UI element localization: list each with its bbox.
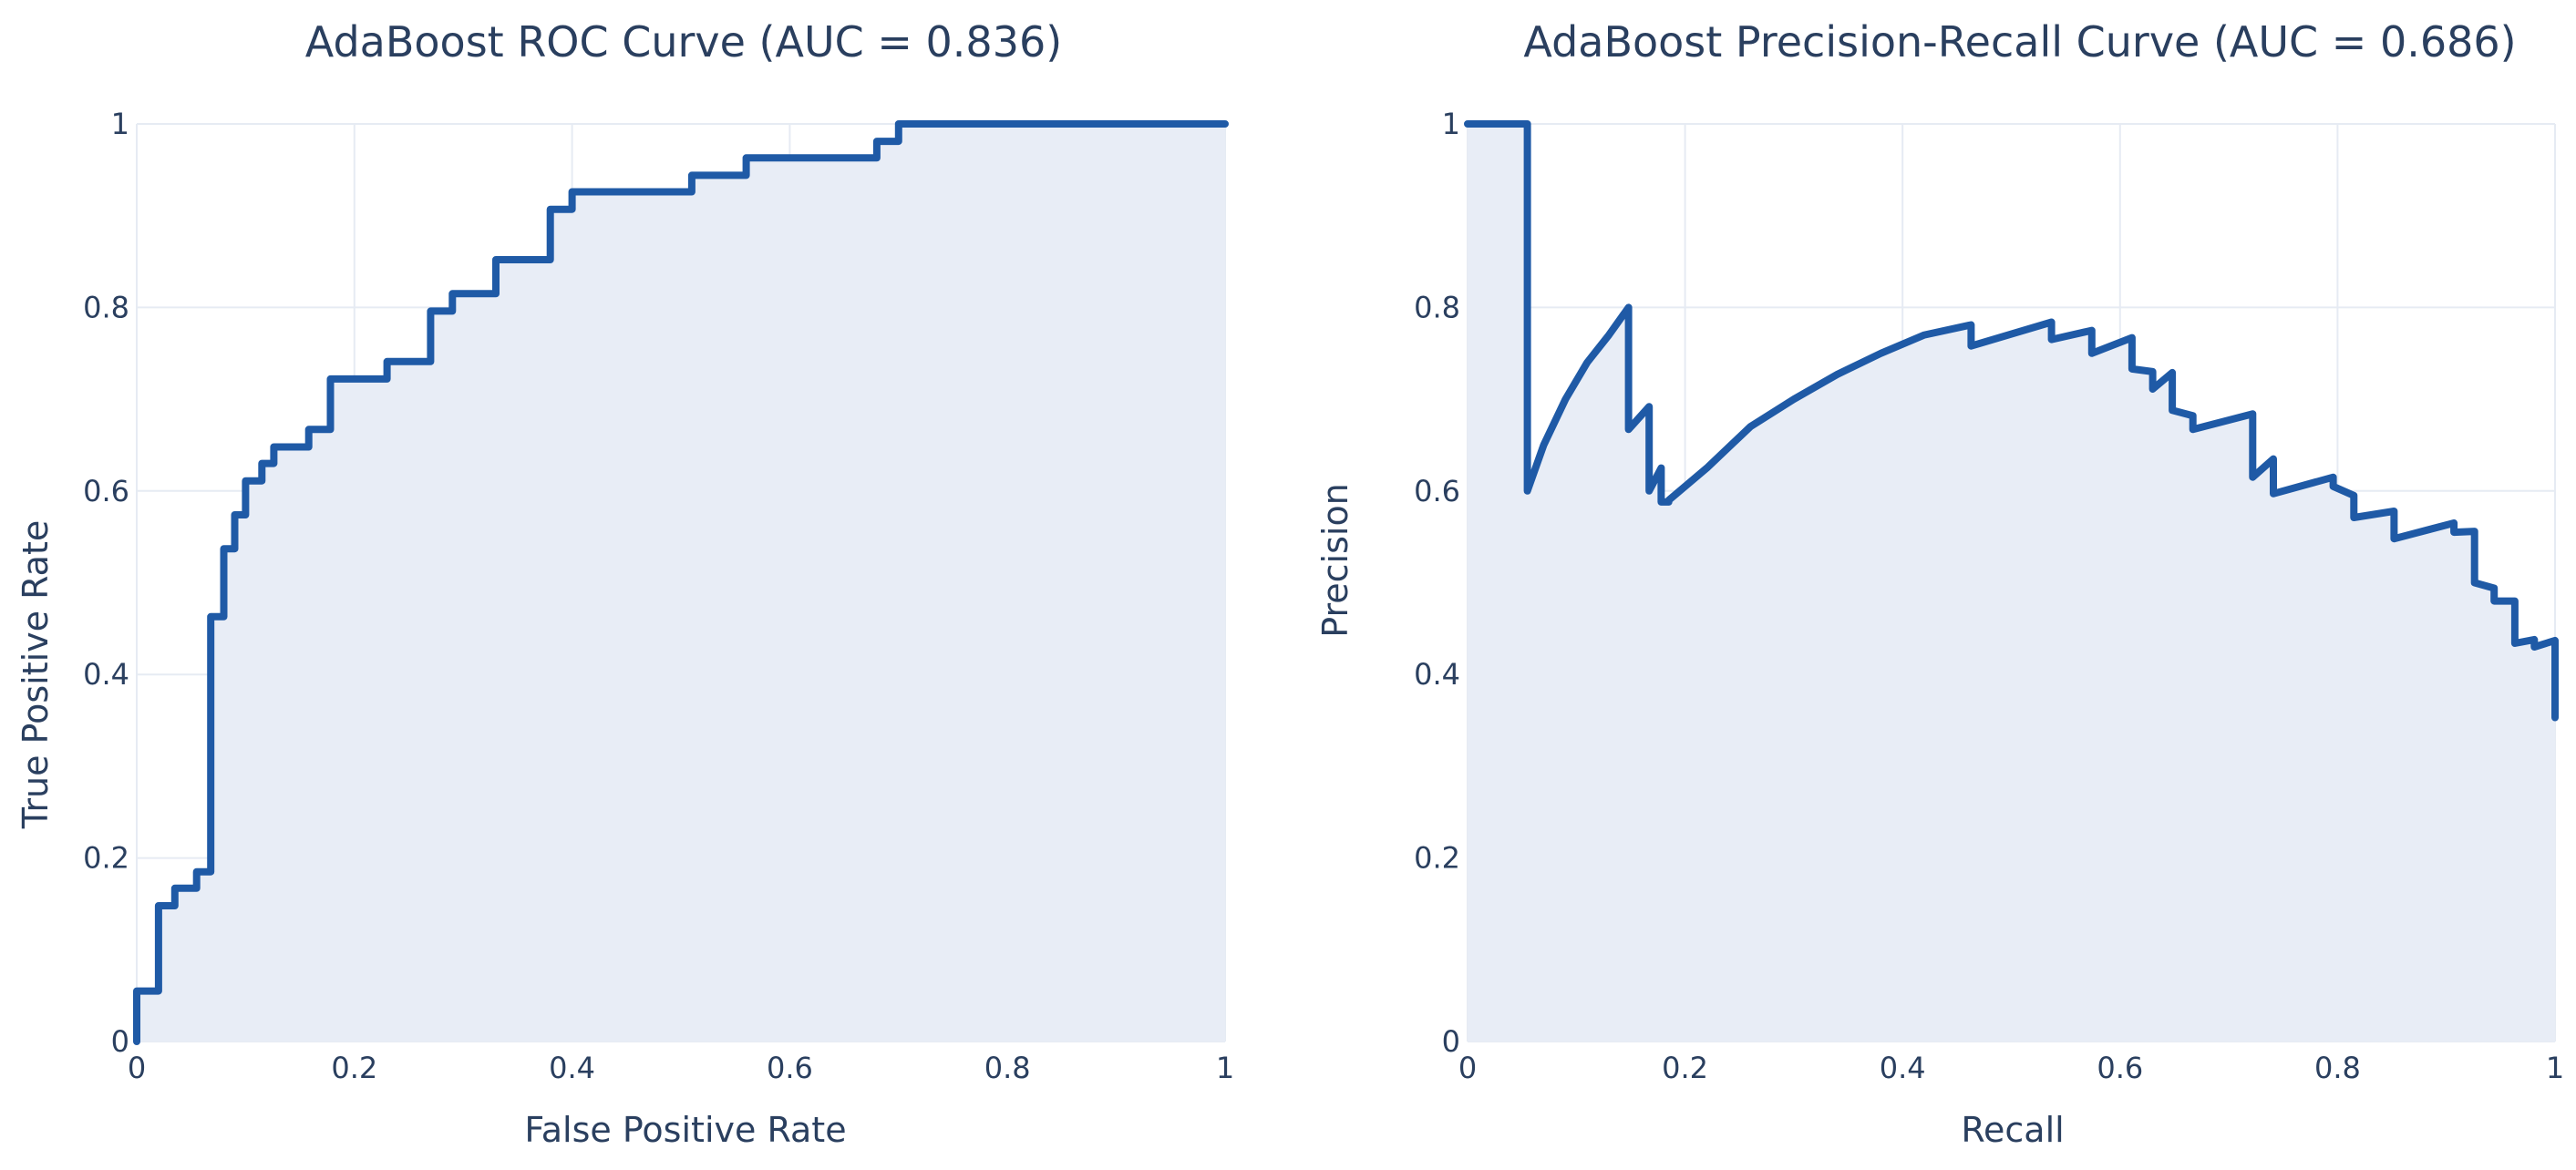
pr-y-tick-label: 0.4	[1414, 657, 1460, 692]
roc-y-tick-label: 0.6	[83, 474, 129, 508]
pr-y-axis-label: Precision	[1315, 483, 1355, 638]
pr-y-ticks: 0 0.2 0.4 0.6 0.8 1	[1414, 107, 1460, 1059]
roc-x-tick-label: 0.6	[767, 1051, 813, 1085]
roc-x-tick-label: 1	[1216, 1051, 1234, 1085]
roc-title: AdaBoost ROC Curve (AUC = 0.836)	[305, 17, 1062, 67]
roc-x-tick-label: 0.4	[549, 1051, 595, 1085]
pr-y-tick-label: 0.8	[1414, 290, 1460, 324]
pr-x-tick-label: 0.8	[2314, 1051, 2361, 1085]
roc-x-tick-label: 0.2	[331, 1051, 377, 1085]
pr-x-tick-label: 0.4	[1880, 1051, 1926, 1085]
pr-curve-line	[1464, 120, 2559, 722]
pr-x-tick-label: 0.2	[1662, 1051, 1708, 1085]
pr-y-tick-label: 0.2	[1414, 841, 1460, 876]
roc-chart: AdaBoost ROC Curve (AUC = 0.836) 0 0.2 0.4…	[15, 17, 1234, 1150]
pr-x-tick-label: 0.6	[2097, 1051, 2143, 1085]
pr-title: AdaBoost Precision-Recall Curve (AUC = 0…	[1523, 17, 2516, 67]
roc-x-tick-label: 0.8	[984, 1051, 1031, 1085]
pr-area	[1468, 124, 2555, 1042]
roc-curve-line	[133, 120, 1229, 1045]
roc-x-ticks: 0 0.2 0.4 0.6 0.8 1	[128, 1051, 1234, 1085]
roc-y-tick-label: 0	[111, 1024, 129, 1059]
pr-chart: AdaBoost Precision-Recall Curve (AUC = 0…	[1315, 17, 2564, 1150]
roc-y-axis-label: True Positive Rate	[15, 520, 56, 830]
roc-y-ticks: 0 0.2 0.4 0.6 0.8 1	[83, 107, 129, 1059]
roc-area	[137, 124, 1225, 1042]
roc-y-tick-label: 1	[111, 107, 129, 141]
pr-y-tick-label: 0	[1442, 1024, 1460, 1059]
roc-y-tick-label: 0.4	[83, 657, 129, 692]
pr-x-tick-label: 1	[2546, 1051, 2564, 1085]
pr-x-axis-label: Recall	[1961, 1110, 2064, 1150]
roc-y-tick-label: 0.8	[83, 290, 129, 324]
roc-x-axis-label: False Positive Rate	[524, 1110, 846, 1150]
pr-y-tick-label: 1	[1442, 107, 1460, 141]
pr-y-tick-label: 0.6	[1414, 474, 1460, 508]
roc-x-tick-label: 0	[128, 1051, 146, 1085]
pr-x-ticks: 0 0.2 0.4 0.6 0.8 1	[1458, 1051, 2564, 1085]
pr-x-tick-label: 0	[1458, 1051, 1477, 1085]
roc-y-tick-label: 0.2	[83, 841, 129, 876]
